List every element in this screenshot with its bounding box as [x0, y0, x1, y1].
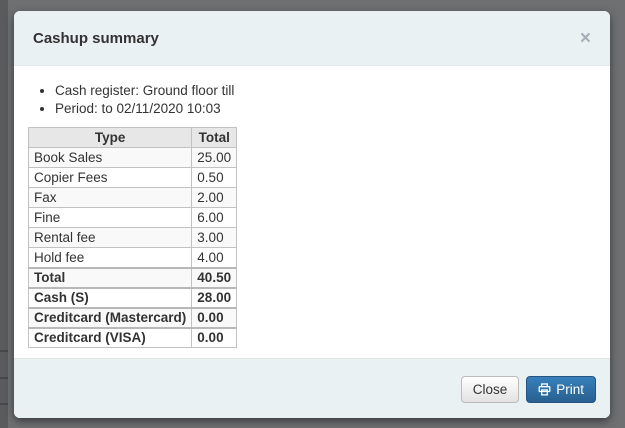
row-total-cell: 40.50 [191, 266, 238, 288]
row-type-cell: Cash (S) [27, 286, 193, 308]
table-row-creditcard-mastercard: Creditcard (Mastercard) 0.00 [27, 306, 238, 328]
row-type-cell: Rental fee [27, 227, 193, 248]
print-button[interactable]: Print [526, 376, 596, 403]
table-row: Rental fee 3.00 [27, 227, 238, 248]
modal-title: Cashup summary [33, 29, 159, 47]
row-type-cell: Creditcard (Mastercard) [27, 306, 193, 328]
row-total-cell: 4.00 [191, 247, 238, 268]
row-total-cell: 2.00 [191, 187, 238, 208]
backdrop-page-row-line [0, 403, 8, 405]
row-total-cell: 0.00 [191, 306, 238, 328]
row-type-cell: Book Sales [27, 147, 193, 168]
total-column-header: Total [191, 127, 238, 148]
table-row-creditcard-visa: Creditcard (VISA) 0.00 [27, 326, 238, 348]
table-row: Hold fee 4.00 [27, 247, 238, 268]
backdrop-page-row-line [0, 350, 8, 352]
modal-footer: Close Print [14, 358, 610, 418]
backdrop-page-row-line [0, 377, 8, 379]
row-type-cell: Total [27, 266, 193, 288]
row-type-cell: Copier Fees [27, 167, 193, 188]
table-row: Copier Fees 0.50 [27, 167, 238, 188]
row-type-cell: Fine [27, 207, 193, 228]
modal-body: Cash register: Ground floor till Period:… [14, 66, 610, 358]
backdrop-page-edge [0, 0, 8, 428]
printer-icon [538, 383, 551, 396]
summary-list: Cash register: Ground floor till Period:… [28, 82, 595, 118]
cash-register-item: Cash register: Ground floor till [55, 82, 595, 100]
table-row: Fine 6.00 [27, 207, 238, 228]
row-type-cell: Fax [27, 187, 193, 208]
row-total-cell: 3.00 [191, 227, 238, 248]
print-button-label: Print [556, 382, 584, 397]
row-type-cell: Hold fee [27, 247, 193, 268]
table-row-total: Total 40.50 [27, 266, 238, 288]
row-type-cell: Creditcard (VISA) [27, 326, 193, 348]
close-button-label: Close [472, 382, 508, 397]
close-icon[interactable]: × [579, 27, 591, 49]
table-row: Book Sales 25.00 [27, 147, 238, 168]
row-total-cell: 0.00 [191, 326, 238, 348]
table-row-cash: Cash (S) 28.00 [27, 286, 238, 308]
row-total-cell: 25.00 [191, 147, 238, 168]
cashup-table: Type Total Book Sales 25.00 Copier Fees … [27, 127, 238, 348]
close-button[interactable]: Close [460, 376, 520, 403]
modal-header: Cashup summary × [14, 11, 610, 66]
period-item: Period: to 02/11/2020 10:03 [55, 100, 595, 118]
row-total-cell: 28.00 [191, 286, 238, 308]
row-total-cell: 6.00 [191, 207, 238, 228]
table-header-row: Type Total [27, 127, 238, 148]
cashup-summary-modal: Cashup summary × Cash register: Ground f… [14, 11, 610, 418]
row-total-cell: 0.50 [191, 167, 238, 188]
type-column-header: Type [27, 127, 193, 148]
table-row: Fax 2.00 [27, 187, 238, 208]
